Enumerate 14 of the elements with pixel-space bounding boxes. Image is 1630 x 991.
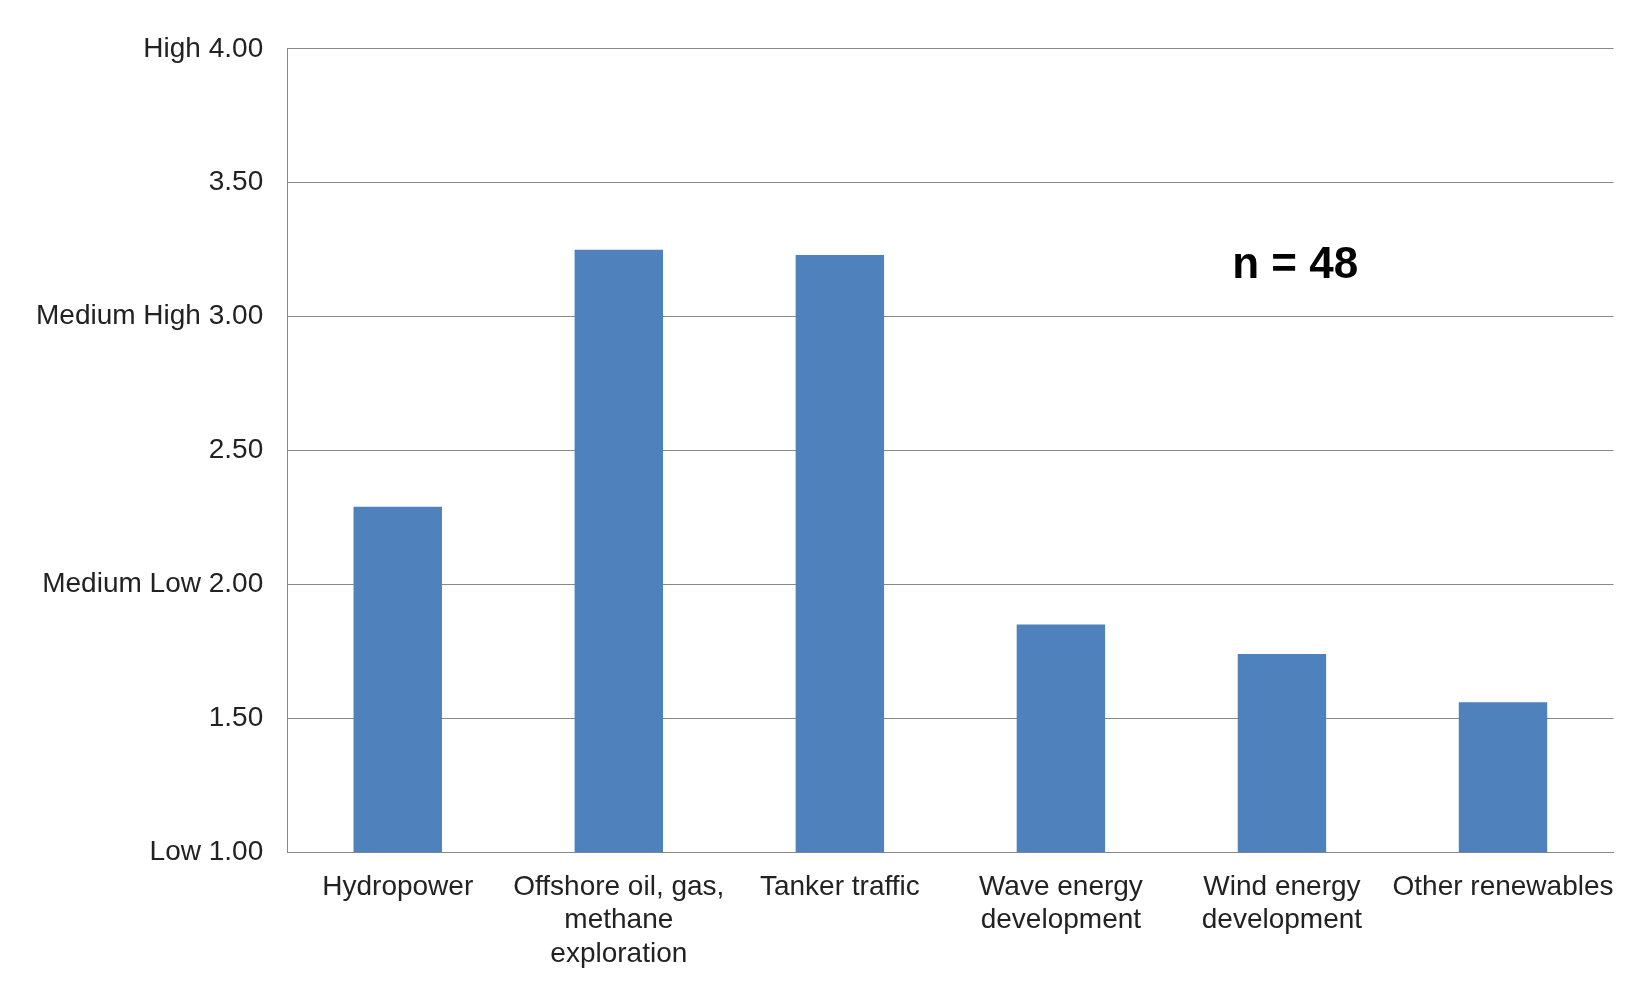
y-tick-label: High 4.00 <box>143 31 264 63</box>
x-tick-label: Wind energy development <box>1201 869 1363 935</box>
y-tick-label: Low 1.00 <box>149 834 264 866</box>
x-tick-label: Wave energy development <box>978 869 1143 935</box>
y-tick-label: 2.50 <box>208 433 264 465</box>
y-tick-label: Medium Low 2.00 <box>42 567 264 599</box>
y-tick-label: 3.50 <box>208 165 264 197</box>
x-tick-label: Offshore oil, gas, methane exploration <box>513 869 725 968</box>
annotation: n = 48 <box>1232 237 1359 287</box>
y-tick-label: Medium High 3.00 <box>35 299 264 331</box>
x-tick-label: Other renewables <box>1392 869 1614 901</box>
x-tick-label: Hydropower <box>322 869 474 901</box>
x-tick-label: Tanker traffic <box>759 869 920 901</box>
y-tick-label: 1.50 <box>208 701 264 733</box>
